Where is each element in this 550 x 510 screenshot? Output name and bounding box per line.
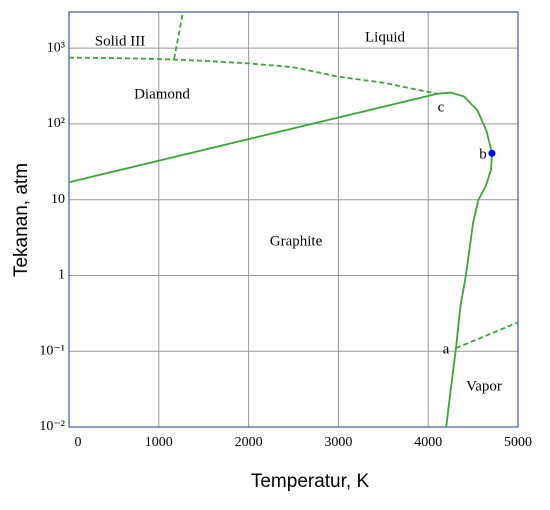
x-tick-label: 1000 bbox=[145, 435, 173, 450]
x-tick-label: 5000 bbox=[504, 435, 532, 450]
y-axis-label: Tekanan, atm bbox=[11, 163, 32, 277]
curve bbox=[68, 92, 438, 184]
y-tick-label: 10⁻¹ bbox=[39, 343, 65, 358]
annotation: Liquid bbox=[365, 29, 405, 45]
y-tick-label: 10³ bbox=[47, 40, 65, 55]
curve bbox=[68, 56, 438, 95]
y-tick-label: 1 bbox=[58, 268, 65, 283]
annotation: Vapor bbox=[466, 378, 502, 394]
annotation: Graphite bbox=[270, 233, 323, 249]
plot-frame bbox=[68, 11, 519, 428]
annotation: Solid III bbox=[95, 33, 145, 49]
y-tick-label: 10⁻² bbox=[39, 419, 65, 434]
annotation: b bbox=[479, 146, 487, 162]
curve bbox=[437, 91, 493, 428]
curve bbox=[455, 321, 519, 349]
x-tick-label: 0 bbox=[75, 435, 82, 450]
annotation: a bbox=[443, 341, 450, 357]
y-tick-label: 10 bbox=[51, 192, 65, 207]
y-tick-label: 10² bbox=[47, 116, 65, 131]
annotation: Diamond bbox=[134, 86, 190, 102]
annotation: c bbox=[438, 99, 445, 115]
curve bbox=[173, 11, 184, 60]
x-tick-label: 3000 bbox=[324, 435, 352, 450]
point bbox=[488, 149, 496, 157]
x-axis-label: Temperatur, K bbox=[251, 471, 370, 492]
x-tick-label: 2000 bbox=[235, 435, 263, 450]
x-tick-label: 4000 bbox=[414, 435, 442, 450]
